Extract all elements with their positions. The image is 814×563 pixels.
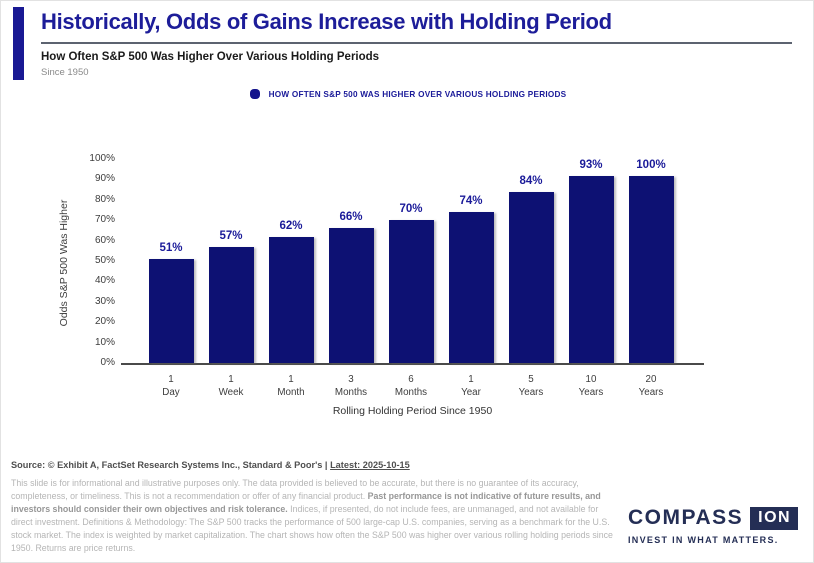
bar-group: 70%: [381, 159, 441, 363]
y-tick-label: 80%: [94, 193, 115, 205]
legend-marker-icon: [249, 89, 260, 99]
bar-value-label: 66%: [339, 211, 363, 224]
x-tick-label: 5 Years: [518, 374, 544, 398]
bar: [148, 258, 194, 363]
y-tick-label: 10%: [94, 336, 115, 348]
y-axis-ticks: 0% 10% 20% 30% 40% 50% 60% 70% 80% 90% 100%: [59, 153, 115, 368]
bar-group: 51%: [141, 159, 201, 363]
y-tick-label: 100%: [89, 153, 115, 164]
source-line: Source: © Exhibit A, FactSet Research Sy…: [11, 460, 410, 470]
y-axis-title: Odds S&P 500 Was Higher: [58, 199, 70, 327]
x-tick-label: 1 Year: [461, 374, 481, 398]
bar-value-label: 74%: [459, 195, 483, 208]
bar-group: 62%: [261, 159, 321, 363]
page-title: Historically, Odds of Gains Increase wit…: [41, 9, 612, 34]
bar-value-label: 57%: [219, 229, 243, 242]
bar: [568, 176, 614, 363]
x-tick-label: 3 Months: [334, 374, 368, 398]
disclaimer-part2: Indices, if presented, do not include fe…: [11, 504, 613, 553]
y-tick-label: 90%: [94, 173, 115, 185]
bar-value-label: 70%: [399, 203, 423, 216]
period-note: Since 1950: [41, 67, 89, 78]
bar-group: 84%: [501, 159, 561, 363]
y-tick-label: 30%: [94, 295, 115, 307]
chart-legend: HOW OFTEN S&P 500 WAS HIGHER OVER VARIOU…: [1, 89, 813, 99]
source-latest-date[interactable]: Latest: 2025-10-15: [330, 460, 410, 470]
title-accent-bar: [13, 7, 24, 80]
bar-group: 93%: [561, 159, 621, 363]
x-axis-title: Rolling Holding Period Since 1950: [332, 405, 493, 417]
x-axis-line: [121, 363, 704, 365]
logo-text-compass: COMPASS: [628, 506, 744, 529]
x-axis-labels: 1 Day 1 Week 1 Month 3 Months 6 Months 1 Year 5 Years…: [141, 374, 681, 399]
bar-value-label: 93%: [579, 159, 603, 171]
bar: [268, 236, 314, 363]
bar: [208, 246, 254, 363]
y-tick-label: 20%: [94, 316, 115, 328]
bar: [448, 212, 494, 363]
x-tick-label: 20 Years: [638, 374, 664, 398]
bar-value-label: 100%: [636, 159, 666, 171]
bar-group: 74%: [441, 159, 501, 363]
title-divider: [41, 42, 792, 44]
logo-tagline: INVEST IN WHAT MATTERS.: [628, 535, 779, 545]
chart-subtitle: How Often S&P 500 Was Higher Over Variou…: [41, 51, 380, 63]
legend-label: HOW OFTEN S&P 500 WAS HIGHER OVER VARIOU…: [268, 89, 567, 99]
y-tick-label: 60%: [94, 234, 115, 246]
x-tick-label: 10 Years: [578, 374, 604, 398]
x-tick-label: 6 Months: [394, 374, 428, 398]
y-tick-label: 50%: [94, 255, 115, 266]
x-tick-label: 1 Day: [162, 374, 180, 398]
bar-group: 66%: [321, 159, 381, 363]
bar-value-label: 62%: [279, 219, 303, 232]
x-tick-label: 1 Month: [277, 374, 305, 398]
source-text: Source: © Exhibit A, FactSet Research Sy…: [11, 460, 331, 470]
bar-value-label: 51%: [159, 241, 183, 254]
disclaimer-bold: Past performance is not indicative of fu…: [11, 491, 601, 514]
y-tick-label: 70%: [94, 214, 115, 226]
bar-group: 100%: [621, 159, 681, 363]
y-tick-label: 0%: [100, 357, 115, 368]
bar: [328, 228, 374, 363]
logo-text-ion-box: ION: [750, 506, 799, 530]
disclaimer-part1: This slide is for informational and illu…: [11, 478, 579, 501]
bar-value-label: 84%: [519, 174, 543, 187]
logo-wordmark: COMPASS ION: [628, 506, 799, 530]
bars-container: 51% 57% 62% 66% 70% 74% 84% 93% 100%: [141, 159, 681, 363]
y-tick-label: 40%: [94, 275, 115, 287]
bar-group: 57%: [201, 159, 261, 363]
bar: [388, 220, 434, 363]
compassion-logo: COMPASS ION INVEST IN WHAT MATTERS.: [628, 506, 799, 545]
x-tick-label: 1 Week: [218, 374, 244, 398]
bar: [508, 191, 554, 363]
disclaimer-text: This slide is for informational and illu…: [11, 477, 615, 555]
bar: [628, 176, 674, 363]
